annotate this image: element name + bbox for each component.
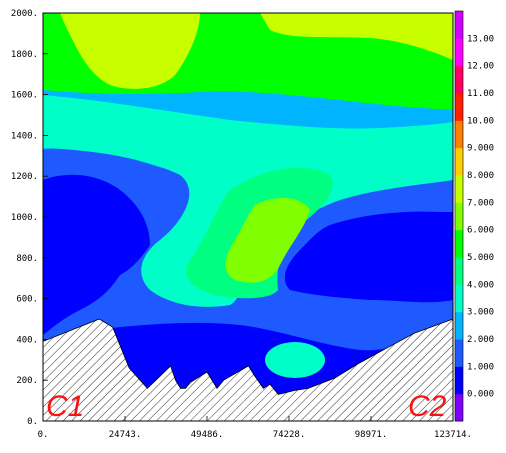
colorbar-swatch — [455, 38, 463, 67]
colorbar-swatch — [455, 120, 463, 149]
annotation-c1: C1 — [46, 390, 84, 423]
colorbar-label: 1.000 — [467, 362, 494, 372]
colorbar-label: 11.00 — [467, 89, 494, 99]
band-top-yellow — [60, 13, 200, 89]
terrain-mask — [42, 318, 454, 422]
colorbar-swatch — [455, 257, 463, 285]
colorbar-swatch — [455, 339, 463, 367]
colorbar-swatch — [455, 202, 463, 231]
colorbar-swatch — [455, 93, 463, 121]
x-tick-label: 123714. — [434, 430, 472, 440]
band-deep-blue-left — [43, 174, 150, 335]
x-tick-label: 0. — [38, 430, 49, 440]
colorbar-frame — [454, 10, 464, 422]
y-tick-label: 1200. — [11, 172, 38, 182]
colorbar-swatch — [455, 311, 463, 340]
colorbar-label: 8.000 — [467, 171, 494, 181]
y-tick-label: 1000. — [11, 213, 38, 223]
colorbar-swatch — [455, 175, 463, 203]
colorbar: 0.000 1.000 2.000 3.000 4.000 5.000 6.000 7.000… — [454, 10, 494, 422]
band-yellow-green — [225, 198, 310, 283]
y-tick-label: 1800. — [11, 50, 38, 60]
x-tick-label: 49486. — [191, 430, 224, 440]
x-tick-label: 24743. — [109, 430, 142, 440]
colorbar-swatch — [455, 229, 463, 258]
colorbar-swatch — [455, 284, 463, 313]
annotation-c2: C2 — [408, 390, 447, 423]
colorbar-swatch — [455, 393, 463, 422]
x-tick-label: 74228. — [273, 430, 306, 440]
colorbar-label: 10.00 — [467, 116, 494, 126]
y-tick-label: 400. — [16, 335, 38, 345]
colorbar-label: 0.000 — [467, 390, 494, 400]
colorbar-swatch — [455, 65, 463, 94]
y-tick-label: 2000. — [11, 9, 38, 19]
contour-field — [43, 13, 453, 421]
band-cyan-pocket — [265, 342, 325, 378]
y-axis: 2000. 1800. 1600. 1400. 1200. 1000. 800. 600. 40… — [11, 9, 48, 427]
colorbar-label: 12.00 — [467, 62, 494, 72]
colorbar-label: 7.000 — [467, 198, 494, 208]
y-tick-label: 0. — [27, 417, 38, 427]
colorbar-label: 13.00 — [467, 34, 494, 44]
colorbar-swatch — [455, 11, 463, 39]
y-tick-label: 800. — [16, 254, 38, 264]
y-tick-label: 1400. — [11, 131, 38, 141]
colorbar-label: 5.000 — [467, 253, 494, 263]
colorbar-label: 2.000 — [467, 335, 494, 345]
colorbar-swatch — [455, 147, 463, 176]
y-tick-label: 1600. — [11, 91, 38, 101]
band-top-yellow-right — [260, 13, 453, 60]
colorbar-label: 6.000 — [467, 226, 494, 236]
colorbar-label: 4.000 — [467, 280, 494, 290]
colorbar-label: 9.000 — [467, 144, 494, 154]
y-tick-label: 200. — [16, 376, 38, 386]
band-deep-blue-right — [284, 211, 453, 303]
colorbar-label: 3.000 — [467, 308, 494, 318]
x-axis: 0. 24743. 49486. 74228. 98971. 123714. — [38, 416, 472, 440]
colorbar-swatch — [455, 366, 463, 395]
x-tick-label: 98971. — [355, 430, 388, 440]
y-tick-label: 600. — [16, 295, 38, 305]
